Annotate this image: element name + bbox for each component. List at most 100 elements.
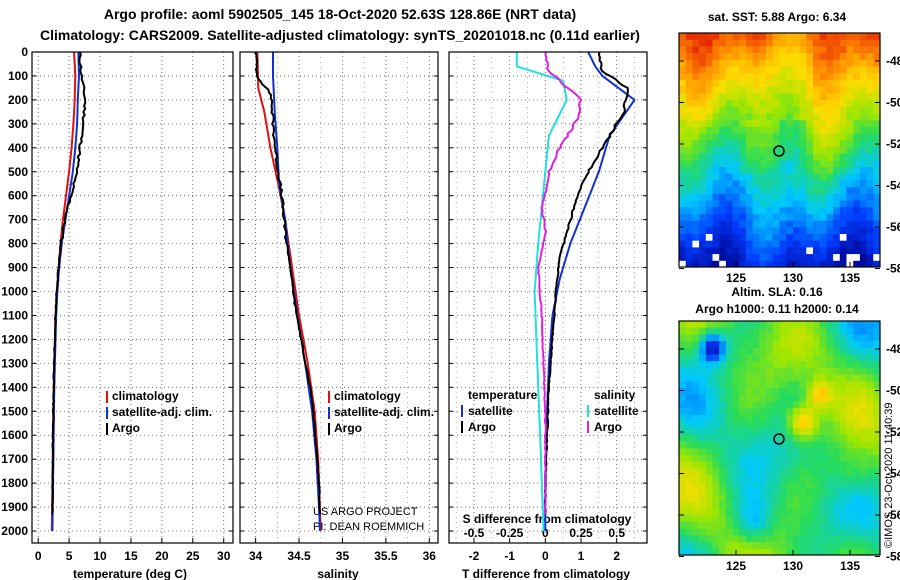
map-cell bbox=[859, 421, 867, 429]
map-cell bbox=[826, 173, 834, 181]
map-cell bbox=[846, 321, 854, 328]
map-cell bbox=[839, 542, 847, 550]
map-cell bbox=[719, 347, 727, 355]
map-cell bbox=[766, 501, 774, 509]
map-cell bbox=[712, 207, 720, 215]
map-cell bbox=[759, 367, 767, 375]
map-cell bbox=[859, 522, 867, 529]
map-cell bbox=[792, 488, 800, 496]
map-cell bbox=[813, 421, 820, 429]
map-cell bbox=[833, 93, 841, 101]
map-cell bbox=[826, 66, 834, 74]
map-ytick-label: -58 bbox=[886, 262, 900, 276]
map-cell bbox=[732, 173, 740, 181]
map-cell bbox=[833, 59, 841, 67]
map-cell bbox=[705, 367, 713, 375]
map-cell bbox=[786, 488, 794, 496]
map-cell bbox=[725, 548, 733, 555]
map-cell bbox=[853, 33, 861, 40]
map-cell bbox=[712, 501, 720, 509]
map-cell bbox=[846, 100, 854, 107]
map-cell bbox=[806, 501, 814, 509]
map-cell bbox=[826, 33, 834, 40]
map-cell bbox=[725, 93, 733, 101]
map-cell bbox=[819, 93, 827, 101]
map-cell bbox=[866, 66, 874, 74]
map-cell bbox=[806, 455, 814, 462]
map-cell bbox=[779, 408, 787, 416]
map-cell bbox=[752, 461, 760, 469]
map-cell bbox=[772, 193, 780, 201]
map-cell bbox=[699, 66, 707, 74]
map-cell bbox=[799, 327, 807, 335]
map-cell bbox=[732, 213, 740, 221]
map-cell bbox=[833, 254, 841, 262]
map-cell bbox=[732, 408, 740, 416]
map-cell bbox=[692, 260, 700, 267]
map-cell bbox=[839, 401, 847, 409]
map-cell bbox=[846, 381, 854, 389]
map-cell bbox=[826, 508, 834, 516]
map-cell bbox=[779, 495, 787, 503]
ytick-label: 600 bbox=[8, 189, 28, 203]
map-cell bbox=[859, 361, 867, 369]
map-cell bbox=[819, 234, 827, 241]
map-cell bbox=[819, 434, 827, 442]
map-cell bbox=[719, 120, 727, 128]
map-cell bbox=[813, 481, 820, 489]
map-cell bbox=[813, 522, 820, 529]
map-cell bbox=[752, 515, 760, 523]
map-cell bbox=[772, 501, 780, 509]
map-cell bbox=[866, 354, 874, 362]
map-cell bbox=[826, 100, 834, 107]
map-cell bbox=[752, 53, 760, 61]
map-cell bbox=[859, 388, 867, 395]
map-cell bbox=[732, 401, 740, 409]
map-cell bbox=[699, 334, 707, 342]
map-cell bbox=[792, 455, 800, 462]
map-cell bbox=[813, 93, 820, 101]
map-cell bbox=[752, 73, 760, 81]
map-cell bbox=[792, 448, 800, 456]
map-cell bbox=[853, 126, 861, 134]
map-cell bbox=[792, 227, 800, 235]
profile-panel-2: -2 -1 0 1 2-0.5 -0.25 0 0.25 0.5 bbox=[448, 51, 648, 563]
map-cell bbox=[725, 441, 733, 449]
map-cell bbox=[833, 408, 841, 416]
map-cell bbox=[746, 361, 753, 369]
map-cell bbox=[692, 193, 700, 201]
map-cell bbox=[799, 73, 807, 81]
map-cell bbox=[826, 153, 834, 161]
map-cell bbox=[799, 254, 807, 262]
map-cell bbox=[732, 146, 740, 154]
map-cell bbox=[779, 341, 787, 349]
map-cell bbox=[819, 173, 827, 181]
map-cell bbox=[759, 455, 767, 462]
map-cell bbox=[853, 354, 861, 362]
map-cell bbox=[759, 167, 767, 174]
map-cell bbox=[792, 441, 800, 449]
map-cell bbox=[833, 100, 841, 107]
map-cell bbox=[853, 93, 861, 101]
map-cell bbox=[779, 53, 787, 61]
map-cell bbox=[739, 160, 747, 168]
map-cell bbox=[759, 515, 767, 523]
map-cell bbox=[732, 180, 740, 188]
sla-map-title-1: Altim. SLA: 0.16 bbox=[731, 285, 823, 299]
map-cell bbox=[759, 240, 767, 248]
map-cell bbox=[732, 327, 740, 335]
map-cell bbox=[786, 528, 794, 536]
map-cell bbox=[746, 153, 753, 161]
map-cell bbox=[866, 113, 874, 121]
map-cell bbox=[746, 434, 753, 442]
map-cell bbox=[819, 361, 827, 369]
map-cell bbox=[833, 468, 841, 476]
map-cell bbox=[806, 106, 814, 114]
map-cell bbox=[846, 495, 854, 503]
map-cell bbox=[819, 428, 827, 436]
map-cell bbox=[779, 133, 787, 141]
map-cell bbox=[766, 535, 774, 543]
map-cell bbox=[739, 347, 747, 355]
map-cell bbox=[853, 227, 861, 235]
map-cell bbox=[772, 448, 780, 456]
